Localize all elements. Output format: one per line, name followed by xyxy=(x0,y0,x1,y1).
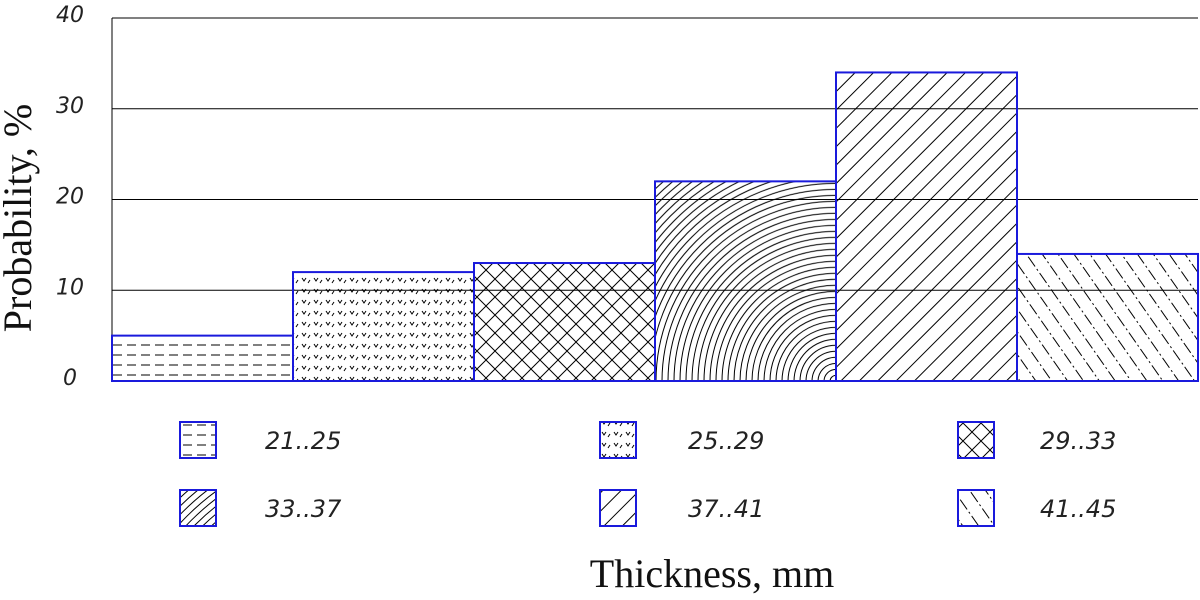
bar xyxy=(835,71,1018,382)
y-tick-label: 20 xyxy=(56,185,84,210)
x-axis-label: Thickness, mm xyxy=(590,551,834,596)
bar xyxy=(473,262,656,382)
legend-swatch xyxy=(599,489,637,527)
bar xyxy=(111,334,294,382)
y-tick-label: 10 xyxy=(56,275,84,300)
legend-label: 29..33 xyxy=(1040,427,1116,455)
legend-label: 41..45 xyxy=(1040,495,1116,523)
bar xyxy=(292,271,475,383)
y-tick-label: 40 xyxy=(56,3,84,28)
legend-label: 21..25 xyxy=(265,427,341,455)
legend-label: 33..37 xyxy=(265,495,342,523)
y-tick-label: 30 xyxy=(56,94,84,119)
legend-label: 37..41 xyxy=(688,495,764,523)
y-axis-label: Probability, % xyxy=(0,104,40,333)
bar xyxy=(654,180,837,382)
legend-swatch xyxy=(957,421,995,459)
legend-swatch xyxy=(599,421,637,459)
legend-swatch xyxy=(179,489,217,527)
legend-swatch xyxy=(957,489,995,527)
y-tick-label: 0 xyxy=(63,366,77,391)
legend-swatch xyxy=(179,421,217,459)
bar xyxy=(1016,252,1199,382)
legend-label: 25..29 xyxy=(688,427,764,455)
